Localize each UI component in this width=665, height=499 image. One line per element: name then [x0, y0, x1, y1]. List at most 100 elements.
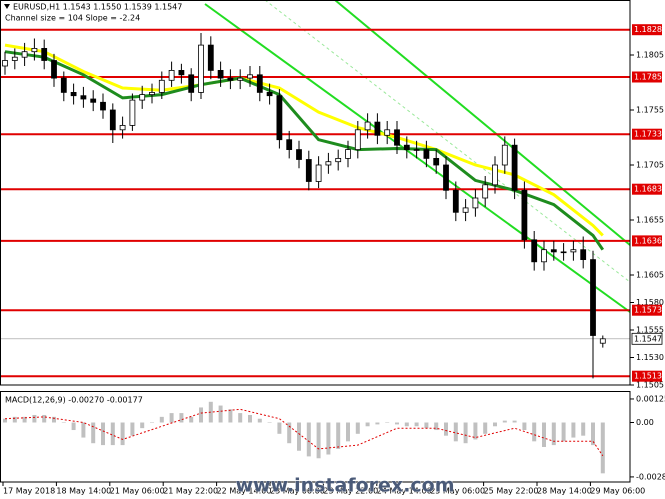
candle-body	[521, 189, 528, 241]
indicator-icon	[4, 4, 10, 9]
candle-body	[2, 60, 8, 67]
y-tick-label: 1.1505	[636, 381, 664, 390]
level-label: 1.1636	[634, 236, 662, 245]
macd-bar	[591, 422, 595, 446]
moving-average	[4, 43, 604, 237]
macd-bar	[395, 422, 399, 425]
x-tick-label: 18 May 14:00	[56, 487, 111, 496]
level-label-box	[632, 71, 662, 83]
y-tick-label: 1.1555	[636, 326, 664, 335]
macd-bar	[277, 422, 282, 434]
candle-body	[433, 157, 440, 166]
y-tick-label: 1.1655	[636, 216, 664, 225]
candle-body	[276, 95, 283, 141]
watermark: www.instaforex.com	[235, 475, 454, 497]
macd-bar	[81, 422, 86, 438]
candle-body	[188, 74, 195, 93]
candle-body	[599, 338, 606, 344]
macd-bar	[355, 422, 360, 434]
x-tick-label: 29 May 06:00	[590, 487, 645, 496]
macd-bar	[52, 416, 56, 423]
y-tick-label: 1.1530	[636, 353, 664, 362]
macd-bar	[581, 422, 586, 436]
level-label-box	[632, 183, 662, 195]
macd-bar	[267, 422, 272, 424]
macd-bar	[375, 422, 380, 425]
macd-bar	[493, 422, 497, 427]
macd-bar	[502, 420, 507, 423]
macd-bar	[424, 422, 429, 429]
macd-bar	[522, 422, 527, 431]
candle-body	[550, 249, 557, 253]
macd-bar	[600, 422, 605, 474]
x-tick-label: 21 May 06:00	[110, 487, 165, 496]
level-label-box	[632, 128, 662, 140]
macd-bar	[238, 413, 243, 423]
candle-body	[335, 157, 342, 163]
candle-body	[237, 77, 244, 81]
x-tick-label: 24 May 14:00	[377, 487, 432, 496]
y-tick-label: -0.00289	[636, 472, 665, 481]
channel-lower	[204, 3, 631, 313]
channel-middle	[264, 0, 631, 283]
macd-bar	[228, 409, 233, 423]
candle-body	[482, 184, 489, 199]
macd-bar	[551, 422, 556, 446]
x-tick-label: 25 May 06:00	[430, 487, 485, 496]
candle-body	[590, 259, 596, 336]
candle-body	[41, 48, 48, 61]
macd-bar	[101, 422, 105, 446]
macd-bar	[199, 407, 203, 423]
candle-body	[158, 79, 165, 93]
candle-body	[394, 129, 400, 146]
current-price-box	[631, 332, 663, 345]
level-label: 1.1513	[634, 372, 662, 381]
channel-upper	[334, 0, 631, 246]
chart-title: EURUSD,H1 1.1543 1.1550 1.1539 1.1547	[13, 3, 182, 12]
candle-body	[531, 239, 538, 263]
macd-bar	[140, 422, 145, 429]
macd-bar	[32, 414, 37, 423]
macd-panel-frame	[0, 391, 631, 483]
macd-bar	[91, 422, 96, 444]
macd-title: MACD(12,26,9) -0.00270 -0.00177	[5, 396, 143, 405]
candle-body	[374, 121, 381, 136]
candle-body	[168, 70, 175, 81]
candle-body	[501, 144, 508, 166]
macd-bar	[110, 422, 115, 446]
candle-body	[364, 121, 371, 131]
candle-body	[198, 44, 204, 93]
candle-body	[541, 249, 547, 263]
macd-bar	[571, 422, 576, 438]
x-tick-label: 28 May 14:00	[537, 487, 592, 496]
candle-body	[21, 51, 28, 58]
candle-body	[256, 74, 263, 93]
macd-bar	[150, 422, 154, 424]
candle-body	[570, 249, 577, 253]
candle-body	[100, 101, 106, 111]
candle-body	[580, 249, 587, 260]
y-tick-label: 1.1755	[636, 106, 664, 115]
macd-bar	[414, 422, 419, 427]
chart-subtitle: Channel size = 104 Slope = -2.24	[5, 14, 140, 23]
candle-body	[443, 164, 449, 191]
candle-body	[207, 44, 214, 71]
macd-bar	[473, 422, 478, 440]
candle-body	[315, 164, 322, 182]
signal-line	[4, 408, 604, 457]
macd-bar	[532, 422, 537, 442]
price-panel-frame	[0, 0, 631, 386]
macd-bar	[3, 418, 7, 423]
candle-body	[119, 125, 126, 131]
macd-bar	[326, 422, 331, 455]
macd-bar	[169, 413, 174, 423]
macd-bar	[542, 422, 546, 447]
macd-bar	[463, 422, 468, 444]
y-tick-label: 0.00	[636, 418, 654, 427]
macd-bar	[257, 418, 262, 423]
candle-body	[90, 98, 97, 103]
current-price-label: 1.1547	[634, 334, 662, 343]
candle-body	[31, 48, 38, 53]
level-label-box	[632, 235, 662, 247]
